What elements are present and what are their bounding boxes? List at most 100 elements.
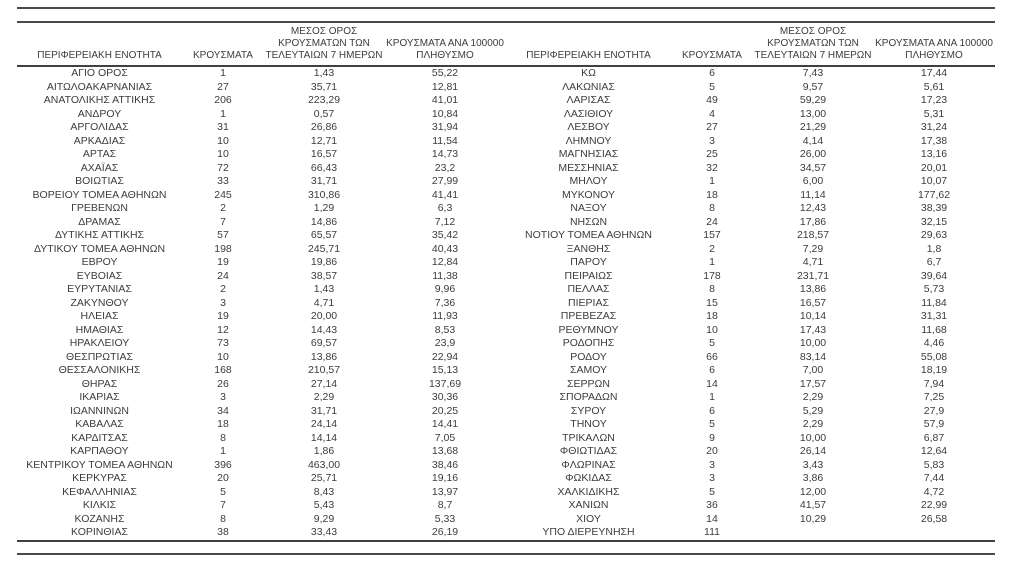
table-row: ΗΛΕΙΑΣ 19 20,00 11,93 ΠΡΕΒΕΖΑΣ 18 10,14 31,31 (17, 310, 995, 324)
cases-cell: 1 (709, 391, 715, 403)
avg7-cell: 33,43 (264, 526, 384, 542)
avg7-cell: 26,86 (310, 121, 338, 133)
region-cell: ΠΕΛΛΑΣ (567, 283, 610, 295)
avg7-cell: 463,00 (307, 458, 341, 471)
region-cell: ΑΡΤΑΣ (82, 148, 117, 160)
avg7-cell: 19,86 (310, 256, 338, 268)
cases-cell: 34 (217, 404, 229, 417)
avg7-cell: 4,71 (313, 296, 335, 309)
cases-cell: 8 (220, 431, 226, 444)
avg7-cell: 26,14 (799, 445, 827, 457)
avg7-cell: 231,71 (796, 269, 830, 282)
region-cell: ΦΘΙΩΤΙΔΑΣ (559, 445, 618, 457)
avg7-cell: 2,29 (313, 391, 335, 403)
avg7-cell: 17,57 (799, 377, 827, 390)
per100k-cell: 12,64 (920, 445, 948, 457)
table-row: ΑΡΚΑΔΙΑΣ 10 12,71 11,54 ΛΗΜΝΟΥ 3 4,14 17,38 (17, 135, 995, 149)
table-row: ΙΩΑΝΝΙΝΩΝ 34 31,71 20,25 ΣΥΡΟΥ 6 5,29 27,9 (17, 405, 995, 419)
cases-cell: 206 (214, 94, 232, 106)
per100k-cell: 137,69 (428, 377, 462, 390)
cases-cell: 32 (706, 161, 718, 174)
cases-cell: 8 (220, 512, 226, 525)
region-cell: ΒΟΡΕΙΟΥ ΤΟΜΕΑ ΑΘΗΝΩΝ (32, 188, 167, 201)
per100k-cell: 11,68 (921, 323, 947, 336)
region-cell: ΘΕΣΣΑΛΟΝΙΚΗΣ (58, 364, 141, 376)
per100k-cell: 17,44 (920, 67, 948, 79)
region-cell: ΛΗΜΝΟΥ (565, 134, 612, 147)
per100k-cell: 11,54 (432, 134, 458, 147)
cases-cell: 1 (709, 256, 715, 268)
cases-cell: 31 (217, 121, 229, 133)
cases-cell: 5 (709, 418, 715, 430)
region-cell: ΣΠΟΡΑΔΩΝ (559, 391, 618, 403)
per100k-cell: 6,87 (923, 431, 945, 444)
table-row: ΖΑΚΥΝΘΟΥ 3 4,71 7,36 ΠΙΕΡΙΑΣ 15 16,57 11,84 (17, 297, 995, 311)
avg7-cell: 26,00 (799, 148, 827, 160)
per100k-cell: 14,73 (431, 148, 459, 160)
region-cell: ΞΑΝΘΗΣ (566, 242, 611, 255)
cases-by-regional-unit-table: ΠΕΡΙΦΕΡΕΙΑΚΗ ΕΝΟΤΗΤΑ ΚΡΟΥΣΜΑΤΑ ΜΕΣΟΣ ΟΡΟ… (17, 21, 995, 542)
cases-cell: 396 (214, 458, 232, 471)
per100k-cell: 40,43 (431, 242, 459, 255)
table-row: ΗΡΑΚΛΕΙΟΥ 73 69,57 23,9 ΡΟΔΟΠΗΣ 5 10,00 4,46 (17, 337, 995, 351)
cases-cell: 1 (709, 175, 715, 187)
avg7-cell: 10,29 (799, 512, 827, 525)
table-row: ΙΚΑΡΙΑΣ 3 2,29 30,36 ΣΠΟΡΑΔΩΝ 1 2,29 7,25 (17, 391, 995, 405)
avg7-cell: 13,86 (310, 350, 338, 363)
cases-cell: 25 (706, 148, 718, 160)
region-cell: ΧΙΟΥ (576, 512, 601, 525)
per100k-cell: 13,68 (431, 445, 459, 457)
per100k-cell: 23,9 (434, 337, 456, 349)
avg7-cell: 69,57 (310, 337, 338, 349)
avg7-cell: 210,57 (307, 364, 341, 376)
region-cell: ΑΓΙΟ ΟΡΟΣ (71, 67, 128, 79)
cases-cell: 8 (709, 202, 715, 214)
cases-cell: 24 (217, 269, 229, 282)
region-cell: ΠΡΕΒΕΖΑΣ (560, 310, 617, 322)
per100k-cell: 5,31 (923, 107, 945, 120)
avg7-cell: 11,14 (800, 188, 826, 201)
cases-cell: 178 (703, 269, 721, 282)
avg7-cell: 27,14 (310, 377, 338, 390)
table-row: ΚΑΡΠΑΘΟΥ 1 1,86 13,68 ΦΘΙΩΤΙΔΑΣ 20 26,14 12,64 (17, 445, 995, 459)
per100k-cell: 27,9 (923, 404, 945, 417)
table-row: ΔΥΤΙΚΗΣ ΑΤΤΙΚΗΣ 57 65,57 35,42 ΝΟΤΙΟΥ ΤΟΜΕΑ … (17, 229, 995, 243)
region-cell: ΚΑΡΠΑΘΟΥ (70, 445, 129, 457)
region-cell: ΚΙΛΚΙΣ (82, 499, 117, 511)
avg7-cell: 1,29 (313, 202, 335, 214)
avg7-cell: 35,71 (310, 80, 338, 93)
avg7-cell: 16,57 (799, 296, 827, 309)
table-row: ΗΜΑΘΙΑΣ 12 14,43 8,53 ΡΕΘΥΜΝΟΥ 10 17,43 11,68 (17, 324, 995, 338)
region-cell: ΗΜΑΘΙΑΣ (75, 323, 124, 336)
table-row: ΔΡΑΜΑΣ 7 14,86 7,12 ΝΗΣΩΝ 24 17,86 32,15 (17, 216, 995, 230)
per100k-cell: 5,33 (434, 512, 456, 525)
table-row: ΚΟΡΙΝΘΙΑΣ 38 33,43 26,19 ΥΠΟ ΔΙΕΡΕΥΝΗΣΗ 111 (17, 526, 995, 542)
table-row: ΔΥΤΙΚΟΥ ΤΟΜΕΑ ΑΘΗΝΩΝ 198 245,71 40,43 ΞΑΝΘΗΣ… (17, 243, 995, 257)
table-row: ΚΕΡΚΥΡΑΣ 20 25,71 19,16 ΦΩΚΙΔΑΣ 3 3,86 7,44 (17, 472, 995, 486)
per100k-cell: 29,63 (920, 229, 948, 241)
cases-cell: 36 (706, 499, 718, 511)
cases-cell: 3 (709, 134, 715, 147)
region-cell: ΚΕΝΤΡΙΚΟΥ ΤΟΜΕΑ ΑΘΗΝΩΝ (26, 458, 173, 471)
region-cell: ΙΩΑΝΝΙΝΩΝ (70, 404, 129, 417)
region-cell: ΝΗΣΩΝ (569, 215, 608, 228)
avg7-cell: 34,57 (799, 161, 827, 174)
avg7-cell: 310,86 (307, 188, 341, 201)
avg7-cell: 3,43 (802, 458, 824, 471)
cases-cell: 157 (703, 229, 721, 241)
region-cell: ΡΕΘΥΜΝΟΥ (558, 323, 619, 336)
per100k-cell: 14,41 (431, 418, 459, 430)
region-cell: ΑΝΔΡΟΥ (77, 107, 122, 120)
cases-cell: 6 (709, 364, 715, 376)
cases-cell: 2 (220, 283, 226, 295)
avg7-cell: 4,14 (802, 134, 824, 147)
per100k-cell: 30,36 (431, 391, 459, 403)
region-cell: ΧΑΛΚΙΔΙΚΗΣ (557, 485, 620, 498)
region-cell: ΑΝΑΤΟΛΙΚΗΣ ΑΤΤΙΚΗΣ (43, 94, 156, 106)
per100k-cell: 11,84 (921, 296, 947, 309)
avg7-cell: 65,57 (310, 229, 338, 241)
cases-cell: 2 (709, 242, 715, 255)
avg7-cell: 0,57 (313, 107, 335, 120)
region-cell: ΝΑΞΟΥ (570, 202, 607, 214)
region-cell: ΠΕΙΡΑΙΩΣ (564, 269, 613, 282)
